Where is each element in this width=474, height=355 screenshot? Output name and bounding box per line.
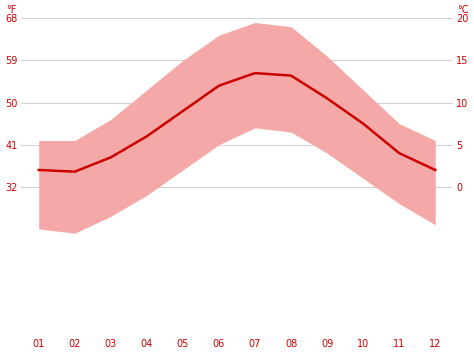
Text: °F: °F bbox=[6, 5, 17, 15]
Text: °C: °C bbox=[457, 5, 469, 15]
